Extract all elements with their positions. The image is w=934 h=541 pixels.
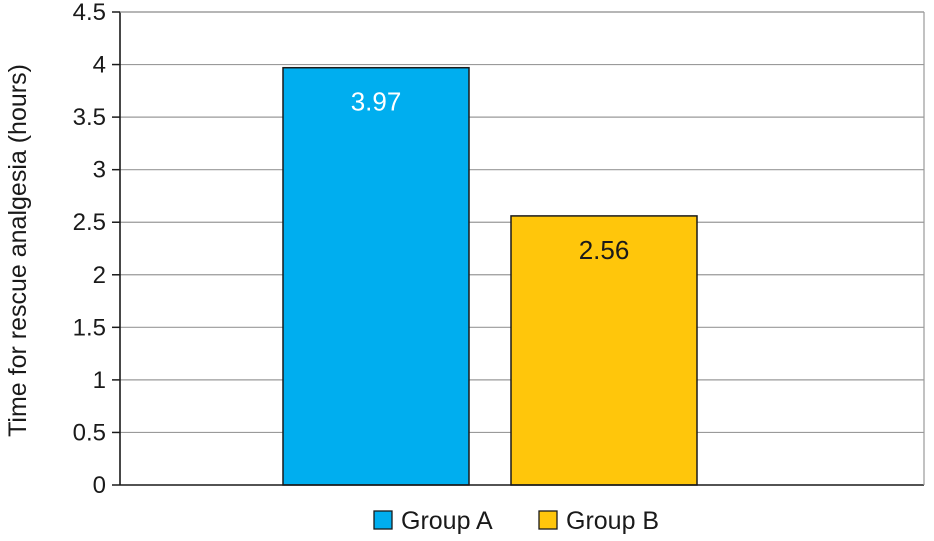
y-tick-label: 2 (93, 262, 106, 289)
axes (112, 11, 925, 486)
y-tick-label: 4.5 (73, 0, 106, 26)
bars: 3.97 2.56 (282, 66, 698, 486)
legend-swatch (538, 510, 558, 530)
data-label: 2.56 (579, 235, 630, 265)
y-tick-label: 3.5 (73, 104, 106, 131)
y-axis-title: Time for rescue analgesia (hours) (4, 64, 32, 437)
y-tick-label: 4 (93, 52, 106, 79)
y-tick-labels: 0 0.5 1 1.5 2 2.5 3 3.5 4 4.5 (73, 0, 106, 499)
bar (282, 66, 470, 486)
y-tick-label: 3 (93, 157, 106, 184)
legend: Group A Group B (373, 507, 659, 535)
y-tick-label: 1.5 (73, 314, 106, 341)
legend-label: Group A (401, 507, 493, 535)
bar (510, 215, 698, 486)
y-tick-label: 1 (93, 367, 106, 394)
legend-swatch (373, 510, 393, 530)
data-label: 3.97 (351, 87, 402, 117)
y-tick-label: 0.5 (73, 419, 106, 446)
y-tick-label: 2.5 (73, 209, 106, 236)
legend-label: Group B (566, 507, 659, 535)
y-tick-label: 0 (93, 472, 106, 499)
